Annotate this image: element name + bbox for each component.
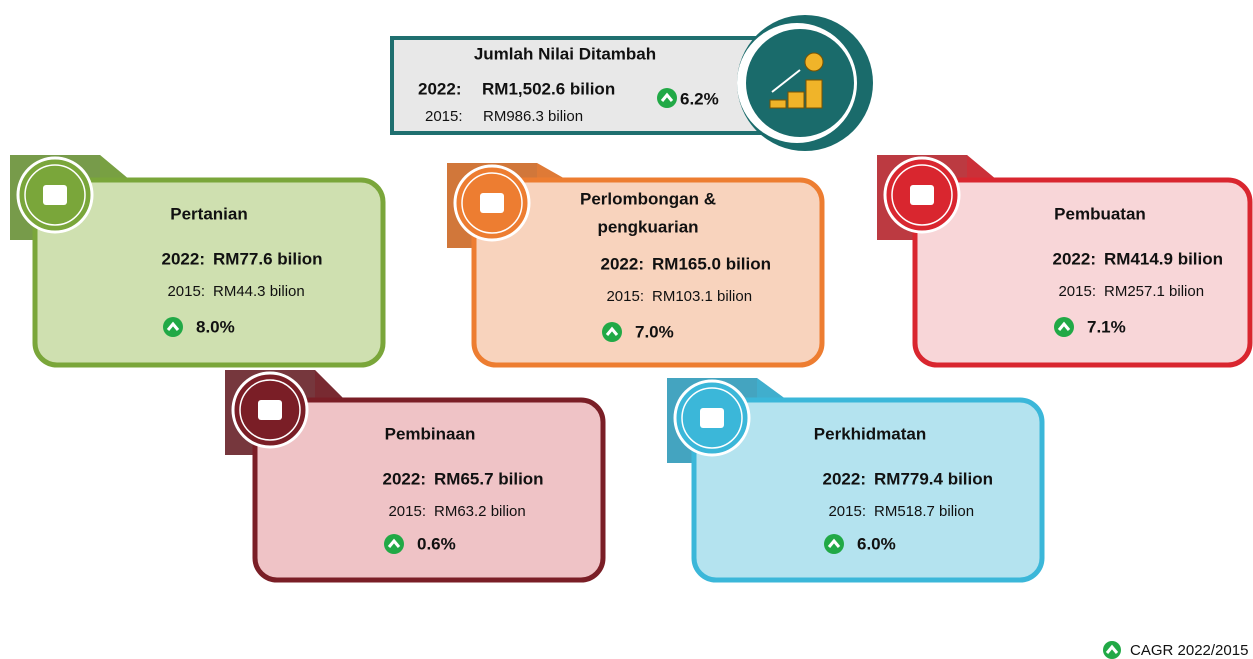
cagr-icon: [602, 322, 622, 342]
sector-name: pengkuarian: [597, 217, 698, 236]
sector-name: Pembuatan: [1054, 204, 1146, 223]
label-2015: 2015:: [828, 503, 866, 520]
sector-card: [32, 177, 386, 368]
value-2022: RM779.4 bilion: [874, 469, 993, 488]
total-title: Jumlah Nilai Ditambah: [474, 44, 656, 63]
total-label-2015: 2015:: [425, 108, 463, 125]
sector-icon-ring: [891, 164, 953, 226]
total-value-2022: RM1,502.6 bilion: [482, 79, 615, 98]
cagr-icon: [657, 88, 677, 108]
sector-glyph: [43, 185, 67, 205]
cagr-icon: [824, 534, 844, 554]
sector-icon-ring: [681, 387, 743, 449]
cagr-chevron: [387, 538, 401, 548]
value-2022: RM77.6 bilion: [213, 249, 323, 268]
sector-name: Perkhidmatan: [814, 424, 926, 443]
label-2022: 2022:: [823, 469, 866, 488]
cagr-icon: [163, 317, 183, 337]
cagr-chevron: [1057, 321, 1071, 331]
label-2015: 2015:: [388, 503, 426, 520]
sector-name: Perlombongan &: [580, 189, 716, 208]
total-value-2015: RM986.3 bilion: [483, 108, 583, 125]
value-2015: RM257.1 bilion: [1104, 283, 1204, 300]
label-2022: 2022:: [601, 254, 644, 273]
value-2022: RM65.7 bilion: [434, 469, 544, 488]
card-flap: [757, 378, 787, 400]
value-2022: RM165.0 bilion: [652, 254, 771, 273]
sector-name: Pertanian: [170, 204, 247, 223]
sector-icon-ring: [239, 379, 301, 441]
sector-card: [691, 397, 1045, 583]
sector-card: [471, 177, 825, 368]
label-2022: 2022:: [162, 249, 205, 268]
card-flap: [100, 155, 130, 180]
label-2015: 2015:: [167, 283, 205, 300]
card-flap: [537, 163, 567, 180]
sector-glyph: [480, 193, 504, 213]
label-2015: 2015:: [606, 288, 644, 305]
cagr-chevron: [605, 326, 619, 336]
cagr-value: 0.6%: [417, 534, 456, 553]
label-2022: 2022:: [383, 469, 426, 488]
sector-glyph: [258, 400, 282, 420]
total-cagr: 6.2%: [680, 89, 719, 108]
cagr-chevron: [827, 538, 841, 548]
sector-card: [912, 177, 1253, 368]
legend-icon: [1103, 641, 1121, 659]
coins-icon: [769, 52, 824, 109]
sector-icon-ring: [24, 164, 86, 226]
value-2015: RM103.1 bilion: [652, 288, 752, 305]
sector-name: Pembinaan: [385, 424, 476, 443]
sector-glyph: [700, 408, 724, 428]
cagr-chevron: [166, 321, 180, 331]
total-card: [390, 36, 774, 135]
sector-icon-ring: [461, 172, 523, 234]
value-2015: RM63.2 bilion: [434, 503, 526, 520]
cagr-value: 7.0%: [635, 322, 674, 341]
cagr-icon: [384, 534, 404, 554]
cagr-icon: [1054, 317, 1074, 337]
total-icon: [746, 29, 854, 137]
sector-glyph: [910, 185, 934, 205]
label-2022: 2022:: [1053, 249, 1096, 268]
cagr-value: 8.0%: [196, 317, 235, 336]
value-2015: RM518.7 bilion: [874, 503, 974, 520]
sector-card: [252, 397, 606, 583]
card-flap: [315, 370, 345, 400]
trend-arrow: [771, 69, 801, 93]
value-2015: RM44.3 bilion: [213, 283, 305, 300]
cagr-value: 6.0%: [857, 534, 896, 553]
total-label-2022: 2022:: [418, 79, 461, 98]
value-2022: RM414.9 bilion: [1104, 249, 1223, 268]
cagr-value: 7.1%: [1087, 317, 1126, 336]
card-flap: [967, 155, 997, 180]
legend-label: CAGR 2022/2015: [1130, 642, 1248, 659]
label-2015: 2015:: [1058, 283, 1096, 300]
